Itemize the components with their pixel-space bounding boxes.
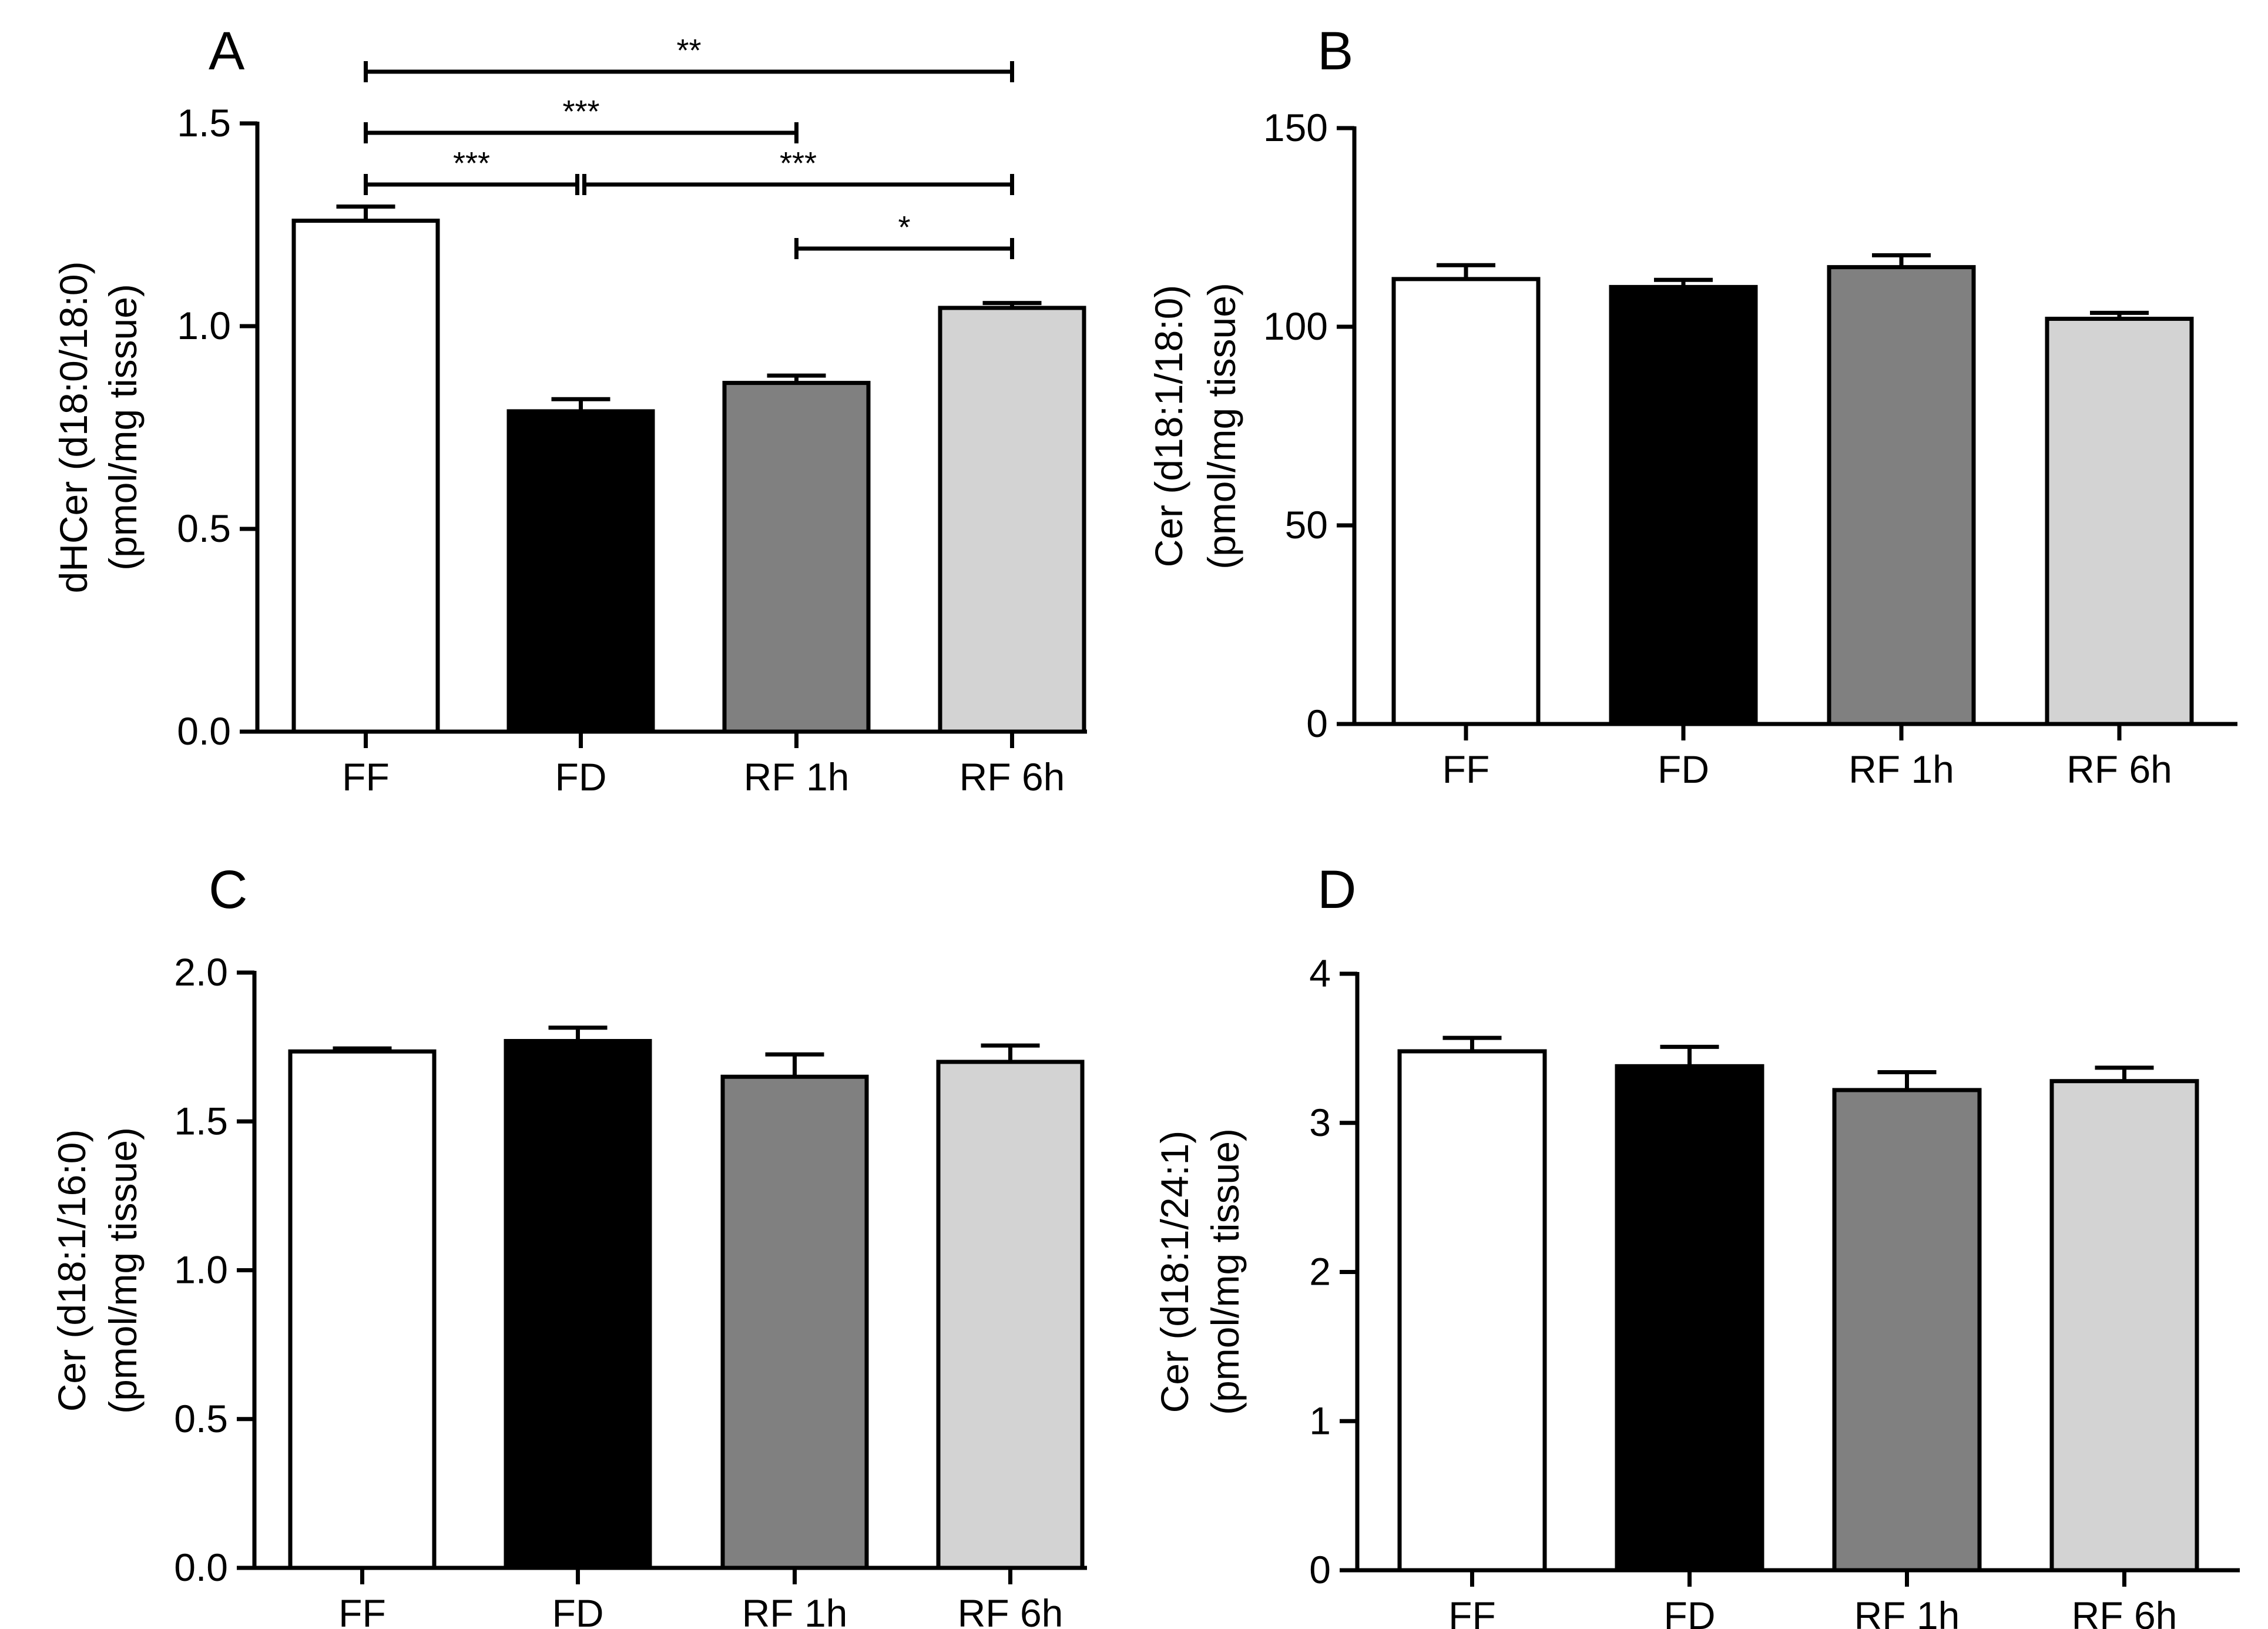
x-tick-label: RF 6h xyxy=(2066,748,2172,791)
x-tick-label: FF xyxy=(1448,1594,1496,1629)
y-axis-label: dHCer (d18:0/18:0) xyxy=(52,262,95,594)
significance-label: *** xyxy=(453,146,490,181)
panel-c: C Cer (d18:1/16:0) (pmol/mg tissue) 0.0 0.5 1… xyxy=(50,860,1087,1629)
x-tick-label: RF 1h xyxy=(1848,748,1954,791)
bar-rf-1h xyxy=(1832,1088,1982,1573)
panel-label: A xyxy=(209,21,245,81)
y-tick-label: 50 xyxy=(1285,503,1328,547)
x-tick-label: FD xyxy=(1664,1594,1716,1629)
bar-rf-6h xyxy=(2049,1079,2199,1573)
panel-b: B Cer (d18:1/18:0) (pmol/mg tissue) 0 50 100 1… xyxy=(1147,21,2237,791)
y-tick-label: 100 xyxy=(1263,304,1328,348)
bar-fd xyxy=(1615,1064,1764,1573)
panel-label: D xyxy=(1317,860,1356,920)
x-tick-label: FD xyxy=(555,755,607,799)
x-tick-label: FF xyxy=(1442,748,1490,791)
panel-label: C xyxy=(209,860,247,920)
x-tick-label: RF 6h xyxy=(958,1591,1063,1629)
y-tick-label: 1.0 xyxy=(174,1248,228,1292)
x-tick-label: FF xyxy=(338,1591,386,1629)
y-tick-label: 0 xyxy=(1306,702,1328,745)
y-tick-label: 1.5 xyxy=(174,1099,228,1142)
x-tick-label: RF 1h xyxy=(1854,1594,1960,1629)
y-axis-unit-label: (pmol/mg tissue) xyxy=(1203,1128,1247,1415)
bar-fd xyxy=(1609,284,1758,726)
y-tick-label: 4 xyxy=(1309,951,1331,995)
y-axis-unit-label: (pmol/mg tissue) xyxy=(101,1127,145,1414)
y-tick-label: 1.0 xyxy=(177,304,231,347)
bar-fd xyxy=(506,409,655,734)
y-tick-label: 2 xyxy=(1309,1250,1331,1293)
significance-bracket: *** xyxy=(364,94,799,143)
bar-rf-1h xyxy=(1827,265,1976,726)
bar-rf-6h xyxy=(938,306,1086,734)
y-tick-label: 0.5 xyxy=(177,507,231,550)
bar-ff xyxy=(291,219,440,734)
y-axis-unit-label: (pmol/mg tissue) xyxy=(1200,283,1243,569)
y-tick-label: 0 xyxy=(1309,1548,1331,1591)
y-tick-label: 1 xyxy=(1309,1399,1331,1442)
y-axis-label: Cer (d18:1/24:1) xyxy=(1153,1131,1196,1413)
bar-fd xyxy=(504,1038,652,1570)
y-tick-label: 1.5 xyxy=(177,101,231,145)
y-tick-label: 150 xyxy=(1263,106,1328,149)
significance-bracket: *** xyxy=(582,146,1014,195)
significance-bracket: ** xyxy=(364,33,1014,82)
significance-bracket: * xyxy=(794,210,1014,259)
bar-rf-6h xyxy=(2045,316,2194,726)
x-tick-label: RF 6h xyxy=(959,755,1065,799)
bar-rf-1h xyxy=(722,381,871,734)
significance-label: *** xyxy=(780,146,817,181)
x-tick-label: FD xyxy=(552,1591,604,1629)
bar-ff xyxy=(1397,1049,1547,1573)
y-tick-label: 2.0 xyxy=(174,950,228,994)
y-tick-label: 3 xyxy=(1309,1101,1331,1144)
x-tick-label: RF 6h xyxy=(2072,1594,2178,1629)
x-tick-label: RF 1h xyxy=(742,1591,848,1629)
y-tick-label: 0.0 xyxy=(177,709,231,753)
panel-label: B xyxy=(1317,21,1353,81)
panel-d: D Cer (d18:1/24:1) (pmol/mg tissue) 0 1 2 3 4 FF… xyxy=(1153,860,2240,1629)
significance-label: * xyxy=(898,210,910,245)
significance-bracket: *** xyxy=(364,146,579,195)
bar-ff xyxy=(1391,277,1541,726)
bar-ff xyxy=(288,1049,437,1570)
significance-label: *** xyxy=(562,94,599,129)
y-axis-unit-label: (pmol/mg tissue) xyxy=(101,284,145,571)
y-axis-label: Cer (d18:1/18:0) xyxy=(1147,285,1190,568)
y-tick-label: 0.0 xyxy=(174,1546,228,1589)
bar-rf-1h xyxy=(720,1074,869,1570)
y-tick-label: 0.5 xyxy=(174,1397,228,1440)
significance-label: ** xyxy=(676,33,701,68)
x-tick-label: FD xyxy=(1658,748,1709,791)
x-tick-label: RF 1h xyxy=(744,755,850,799)
x-tick-label: FF xyxy=(342,755,390,799)
y-axis-label: Cer (d18:1/16:0) xyxy=(50,1129,93,1412)
bar-rf-6h xyxy=(936,1060,1085,1570)
